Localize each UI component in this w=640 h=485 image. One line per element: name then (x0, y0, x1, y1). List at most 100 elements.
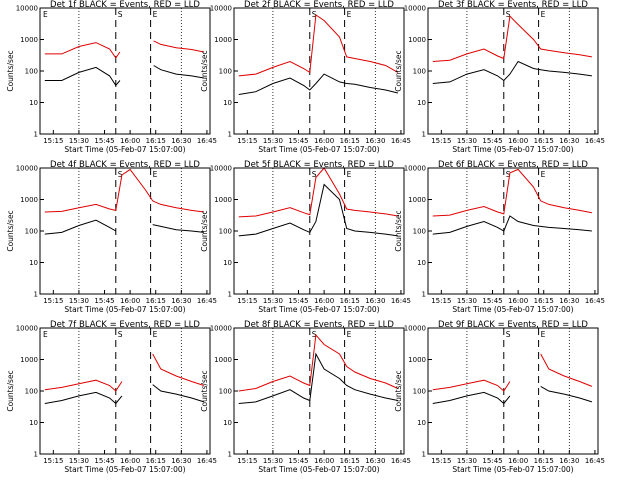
panel-title: Det 9f BLACK = Events, RED = LLD (438, 320, 588, 330)
marker-label: S (118, 330, 123, 339)
y-tick-label: 100 (413, 228, 426, 236)
x-tick-label: 16:00 (120, 457, 140, 465)
marker-label: E (43, 10, 48, 19)
x-tick-label: 16:15 (340, 137, 360, 145)
x-tick-label: 15:45 (288, 297, 308, 305)
y-tick-label: 100 (219, 228, 232, 236)
x-tick-label: 16:45 (391, 457, 411, 465)
y-tick-label: 100 (25, 68, 38, 76)
y-tick-label: 1 (34, 451, 38, 459)
y-tick-label: 100 (25, 228, 38, 236)
x-tick-label: 16:15 (146, 137, 166, 145)
panel-title: Det 1f BLACK = Events, RED = LLD (50, 0, 200, 10)
x-tick-label: 16:15 (534, 457, 554, 465)
y-tick-label: 1 (228, 451, 232, 459)
series-line-events (238, 183, 398, 237)
marker-label: E (153, 330, 158, 339)
y-tick-label: 100 (25, 388, 38, 396)
x-tick-label: 16:00 (314, 457, 334, 465)
y-tick-label: 10 (223, 99, 232, 107)
y-tick-label: 1000 (408, 36, 426, 44)
x-tick-label: 16:45 (197, 137, 217, 145)
x-tick-label: 15:30 (457, 137, 477, 145)
x-tick-label: 16:30 (365, 137, 385, 145)
marker-label: E (541, 330, 546, 339)
x-tick-label: 16:30 (559, 297, 579, 305)
marker-label: S (506, 330, 511, 339)
plot-frame (39, 7, 211, 135)
marker-label: S (312, 170, 317, 179)
x-axis-label: Start Time (05-Feb-07 15:07:00) (258, 305, 379, 314)
y-tick-label: 10000 (404, 165, 426, 173)
plot-frame (427, 327, 599, 455)
x-axis-label: Start Time (05-Feb-07 15:07:00) (452, 465, 573, 474)
panel-title: Det 8f BLACK = Events, RED = LLD (244, 320, 394, 330)
y-tick-label: 1000 (408, 196, 426, 204)
series-line-events (432, 215, 592, 235)
y-tick-label: 10 (417, 99, 426, 107)
x-tick-label: 16:00 (120, 297, 140, 305)
y-tick-label: 10 (417, 419, 426, 427)
panel-title: Det 6f BLACK = Events, RED = LLD (438, 160, 588, 170)
y-tick-label: 1 (422, 131, 426, 139)
marker-label: S (506, 170, 511, 179)
x-axis-label: Start Time (05-Feb-07 15:07:00) (452, 305, 573, 314)
series-line-lld (44, 168, 204, 213)
x-tick-label: 15:30 (69, 137, 89, 145)
x-tick-label: 16:00 (508, 457, 528, 465)
series-line-lld (238, 167, 398, 218)
y-tick-label: 1000 (20, 196, 38, 204)
y-axis-label: Counts/sec (200, 50, 209, 91)
x-tick-label: 15:15 (431, 297, 451, 305)
marker-label: S (312, 10, 317, 19)
x-tick-label: 16:15 (146, 457, 166, 465)
y-tick-label: 1 (422, 451, 426, 459)
y-tick-label: 10 (29, 259, 38, 267)
y-axis-label: Counts/sec (394, 50, 403, 91)
y-tick-label: 10000 (16, 165, 38, 173)
series-line-events (44, 65, 204, 87)
x-tick-label: 15:30 (263, 137, 283, 145)
y-axis-label: Counts/sec (200, 210, 209, 251)
x-axis-label: Start Time (05-Feb-07 15:07:00) (452, 145, 573, 154)
y-tick-label: 100 (219, 68, 232, 76)
x-tick-label: 16:15 (340, 297, 360, 305)
x-tick-label: 15:30 (69, 457, 89, 465)
y-axis-label: Counts/sec (200, 370, 209, 411)
y-axis-label: Counts/sec (6, 370, 15, 411)
series-line-lld (432, 168, 592, 217)
x-tick-label: 16:00 (508, 297, 528, 305)
x-tick-label: 16:00 (508, 137, 528, 145)
plot-frame (427, 7, 599, 135)
marker-label: E (347, 170, 352, 179)
x-tick-label: 16:30 (559, 457, 579, 465)
x-tick-label: 16:15 (340, 457, 360, 465)
y-tick-label: 10000 (16, 5, 38, 13)
y-tick-label: 1000 (214, 356, 232, 364)
panel-title: Det 7f BLACK = Events, RED = LLD (50, 320, 200, 330)
plot-frame (233, 327, 405, 455)
marker-label: E (541, 170, 546, 179)
series-line-events (432, 385, 593, 405)
y-tick-label: 10000 (210, 5, 232, 13)
x-tick-label: 15:45 (288, 137, 308, 145)
x-axis-label: Start Time (05-Feb-07 15:07:00) (64, 145, 185, 154)
x-tick-label: 16:00 (314, 297, 334, 305)
y-tick-label: 1 (34, 131, 38, 139)
x-axis-label: Start Time (05-Feb-07 15:07:00) (258, 145, 379, 154)
marker-label: E (347, 330, 352, 339)
marker-label: E (541, 10, 546, 19)
y-axis-label: Counts/sec (394, 210, 403, 251)
x-tick-label: 15:45 (94, 457, 114, 465)
x-tick-label: 15:30 (263, 457, 283, 465)
marker-label: S (118, 10, 123, 19)
y-tick-label: 1 (228, 131, 232, 139)
x-tick-label: 16:00 (120, 137, 140, 145)
